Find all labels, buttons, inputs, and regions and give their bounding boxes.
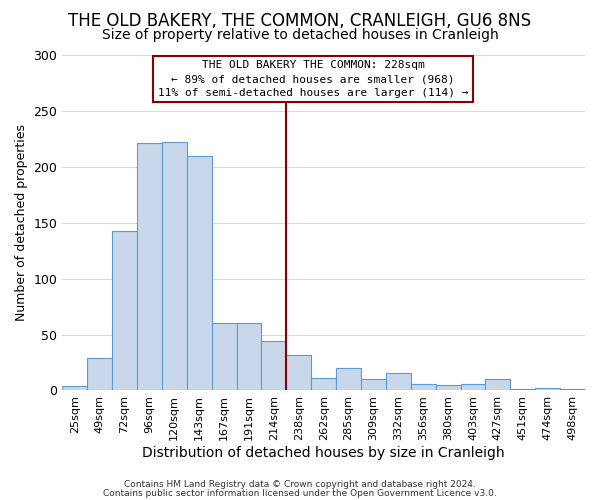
Bar xyxy=(386,372,411,390)
Bar xyxy=(62,386,87,390)
Text: Contains HM Land Registry data © Crown copyright and database right 2024.: Contains HM Land Registry data © Crown c… xyxy=(124,480,476,489)
Text: Contains public sector information licensed under the Open Government Licence v3: Contains public sector information licen… xyxy=(103,488,497,498)
Bar xyxy=(311,378,336,390)
X-axis label: Distribution of detached houses by size in Cranleigh: Distribution of detached houses by size … xyxy=(142,446,505,460)
Bar xyxy=(361,380,386,390)
Bar xyxy=(87,358,112,390)
Bar xyxy=(436,385,461,390)
Bar xyxy=(535,388,560,390)
Bar xyxy=(112,230,137,390)
Bar xyxy=(411,384,436,390)
Text: THE OLD BAKERY, THE COMMON, CRANLEIGH, GU6 8NS: THE OLD BAKERY, THE COMMON, CRANLEIGH, G… xyxy=(68,12,532,30)
Bar xyxy=(212,324,236,390)
Bar xyxy=(336,368,361,390)
Bar xyxy=(461,384,485,390)
Text: THE OLD BAKERY THE COMMON: 228sqm
← 89% of detached houses are smaller (968)
11%: THE OLD BAKERY THE COMMON: 228sqm ← 89% … xyxy=(158,60,469,98)
Bar xyxy=(236,324,262,390)
Bar xyxy=(262,342,286,390)
Y-axis label: Number of detached properties: Number of detached properties xyxy=(15,124,28,321)
Bar xyxy=(162,142,187,390)
Bar xyxy=(485,380,511,390)
Bar xyxy=(137,144,162,390)
Text: Size of property relative to detached houses in Cranleigh: Size of property relative to detached ho… xyxy=(101,28,499,42)
Bar xyxy=(187,156,212,390)
Bar xyxy=(286,354,311,390)
